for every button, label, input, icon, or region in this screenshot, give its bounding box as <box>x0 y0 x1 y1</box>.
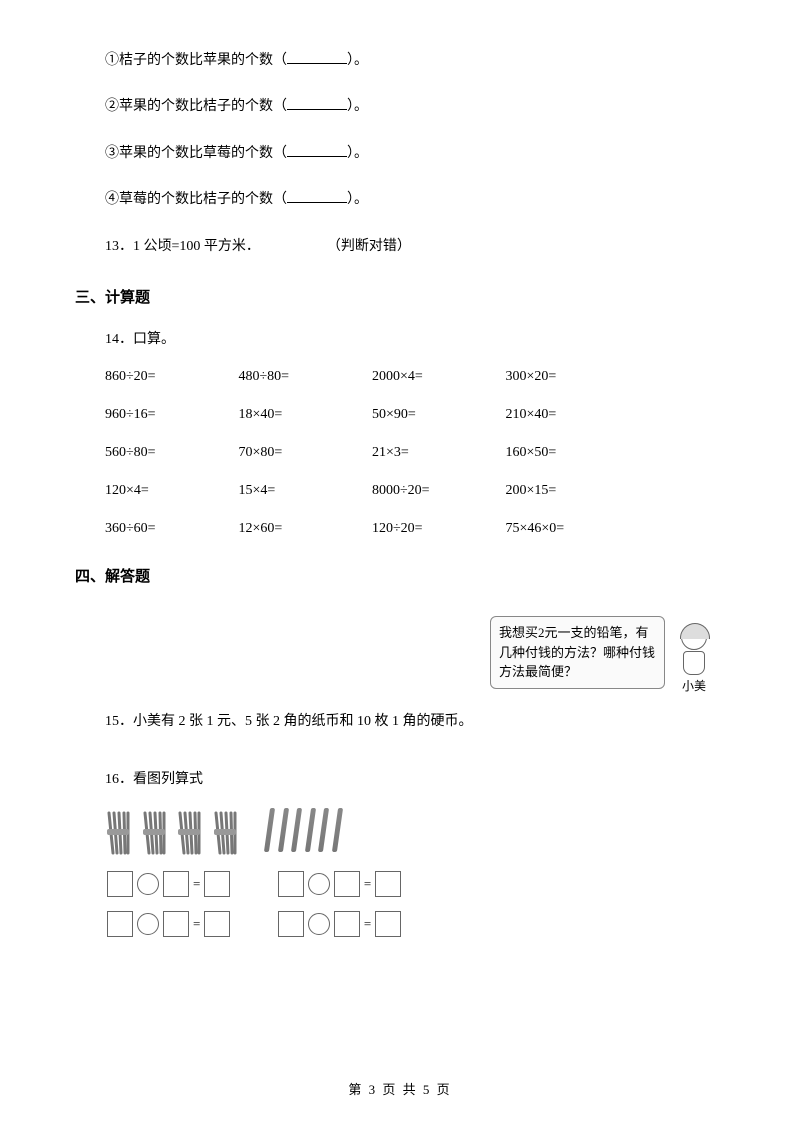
equals-sign: = <box>193 876 200 892</box>
calc-cell: 8000÷20= <box>372 483 502 499</box>
operator-input[interactable] <box>137 913 159 935</box>
calc-cell: 960÷16= <box>105 407 235 423</box>
q1-text: ①桔子的个数比苹果的个数（ <box>105 53 287 68</box>
calc-cell: 860÷20= <box>105 369 235 385</box>
equation-group: = <box>105 871 232 897</box>
equals-sign: = <box>193 916 200 932</box>
q3-blank[interactable] <box>287 143 347 157</box>
calc-cell: 21×3= <box>372 445 502 461</box>
sticks-row <box>105 808 725 857</box>
equation-group: = <box>105 911 232 937</box>
box-input[interactable] <box>334 911 360 937</box>
operator-input[interactable] <box>308 913 330 935</box>
q1: ①桔子的个数比苹果的个数（ ）。 <box>105 50 725 72</box>
q14: 14．口算。 <box>105 329 725 351</box>
section-four-title: 四、解答题 <box>75 565 725 586</box>
q2-close: ）。 <box>347 99 368 114</box>
girl-head-icon <box>681 624 707 650</box>
box-input[interactable] <box>278 911 304 937</box>
equation-row-2: = = <box>105 911 725 937</box>
q15-container: 我想买2元一支的铅笔，有几种付钱的方法？哪种付钱方法最简便？ 小美 15．小美有… <box>75 616 725 746</box>
stick-icon <box>331 808 342 852</box>
calc-cell: 12×60= <box>239 521 369 537</box>
calc-cell: 200×15= <box>506 483 636 499</box>
calc-cell: 480÷80= <box>239 369 369 385</box>
q13: 13．1 公顷=100 平方米． （判断对错） <box>105 236 725 258</box>
calc-cell: 50×90= <box>372 407 502 423</box>
stick-icon <box>277 808 288 852</box>
box-input[interactable] <box>163 871 189 897</box>
bundle-icon <box>141 811 167 855</box>
calc-cell: 18×40= <box>239 407 369 423</box>
box-input[interactable] <box>107 871 133 897</box>
q13-note: （判断对错） <box>327 239 411 254</box>
q4-close: ）。 <box>347 192 368 207</box>
box-input[interactable] <box>278 871 304 897</box>
stick-icon <box>264 808 275 852</box>
box-input[interactable] <box>204 871 230 897</box>
q2-text: ②苹果的个数比桔子的个数（ <box>105 99 287 114</box>
calc-cell: 75×46×0= <box>506 521 636 537</box>
calc-table: 860÷20= 480÷80= 2000×4= 300×20= 960÷16= … <box>105 369 725 537</box>
calc-row: 560÷80= 70×80= 21×3= 160×50= <box>105 445 725 461</box>
box-input[interactable] <box>375 911 401 937</box>
q4-text: ④草莓的个数比桔子的个数（ <box>105 192 287 207</box>
calc-cell: 560÷80= <box>105 445 235 461</box>
girl-label: 小美 <box>673 677 715 694</box>
calc-cell: 160×50= <box>506 445 636 461</box>
equation-group: = <box>276 871 403 897</box>
box-input[interactable] <box>163 911 189 937</box>
stick-icon <box>291 808 302 852</box>
operator-input[interactable] <box>137 873 159 895</box>
bundle-icon <box>176 811 202 855</box>
operator-input[interactable] <box>308 873 330 895</box>
q1-blank[interactable] <box>287 50 347 64</box>
equals-sign: = <box>364 876 371 892</box>
q13-text: 13．1 公顷=100 平方米． <box>105 239 260 254</box>
box-input[interactable] <box>334 871 360 897</box>
bundle-icon <box>105 811 131 855</box>
calc-row: 360÷60= 12×60= 120÷20= 75×46×0= <box>105 521 725 537</box>
calc-row: 120×4= 15×4= 8000÷20= 200×15= <box>105 483 725 499</box>
q4: ④草莓的个数比桔子的个数（ ）。 <box>105 189 725 211</box>
q3-text: ③苹果的个数比草莓的个数（ <box>105 146 287 161</box>
box-input[interactable] <box>375 871 401 897</box>
stick-icon <box>318 808 329 852</box>
calc-cell: 300×20= <box>506 369 636 385</box>
q16-text: 16．看图列算式 <box>105 768 725 788</box>
q3: ③苹果的个数比草莓的个数（ ）。 <box>105 143 725 165</box>
girl-figure: 小美 <box>673 624 715 694</box>
q2: ②苹果的个数比桔子的个数（ ）。 <box>105 96 725 118</box>
q4-blank[interactable] <box>287 189 347 203</box>
calc-row: 860÷20= 480÷80= 2000×4= 300×20= <box>105 369 725 385</box>
bundle-icon <box>212 811 238 855</box>
calc-cell: 360÷60= <box>105 521 235 537</box>
calc-cell: 120×4= <box>105 483 235 499</box>
equation-group: = <box>276 911 403 937</box>
equals-sign: = <box>364 916 371 932</box>
calc-cell: 210×40= <box>506 407 636 423</box>
stick-icon <box>304 808 315 852</box>
speech-bubble: 我想买2元一支的铅笔，有几种付钱的方法？哪种付钱方法最简便？ <box>490 616 665 689</box>
q3-close: ）。 <box>347 146 368 161</box>
loose-sticks <box>267 808 345 857</box>
q2-blank[interactable] <box>287 96 347 110</box>
calc-cell: 120÷20= <box>372 521 502 537</box>
calc-cell: 2000×4= <box>372 369 502 385</box>
page-footer: 第 3 页 共 5 页 <box>0 1079 800 1098</box>
girl-body-icon <box>683 651 705 675</box>
q1-close: ）。 <box>347 53 368 68</box>
box-input[interactable] <box>204 911 230 937</box>
section-three-title: 三、计算题 <box>75 286 725 307</box>
box-input[interactable] <box>107 911 133 937</box>
calc-cell: 15×4= <box>239 483 369 499</box>
calc-cell: 70×80= <box>239 445 369 461</box>
calc-row: 960÷16= 18×40= 50×90= 210×40= <box>105 407 725 423</box>
equation-row-1: = = <box>105 871 725 897</box>
